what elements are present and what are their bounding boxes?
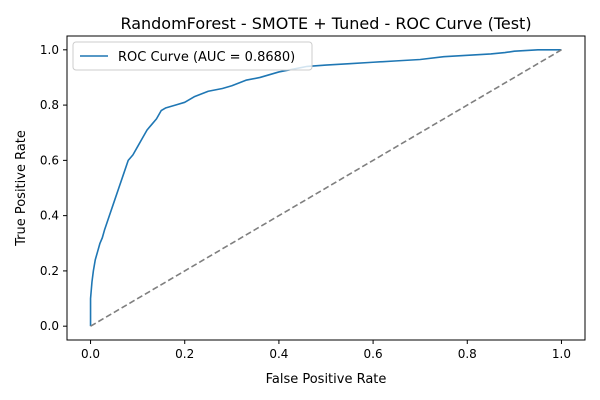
y-axis: 0.0 0.2 0.4 0.6 0.8 1.0 [40,43,67,333]
legend-box [72,41,313,71]
legend: ROC Curve (AUC = 0.8680) [72,41,313,71]
x-axis-label: False Positive Rate [266,372,387,387]
roc-curve-line [89,49,562,327]
x-tick-label: 0.4 [269,347,288,361]
y-axis-label: True Positive Rate [14,130,29,247]
axes-frame [66,35,586,341]
y-tick-label: 0.2 [40,264,59,278]
x-tick-label: 0.6 [364,347,383,361]
x-tick-label: 0.2 [175,347,194,361]
x-tick-label: 0.8 [458,347,477,361]
y-tick-label: 0.8 [40,98,59,112]
y-tick-label: 0.4 [40,209,59,223]
chance-diagonal-line [90,49,562,327]
plot-area [89,49,562,327]
x-axis: 0.0 0.2 0.4 0.6 0.8 1.0 [81,340,571,361]
x-tick-label: 1.0 [552,347,571,361]
y-tick-label: 1.0 [40,43,59,57]
chart-title: RandomForest - SMOTE + Tuned - ROC Curve… [120,14,531,33]
y-tick-label: 0.0 [40,319,59,333]
x-tick-label: 0.0 [81,347,100,361]
y-tick-label: 0.6 [40,153,59,167]
legend-label: ROC Curve (AUC = 0.8680) [118,50,295,65]
